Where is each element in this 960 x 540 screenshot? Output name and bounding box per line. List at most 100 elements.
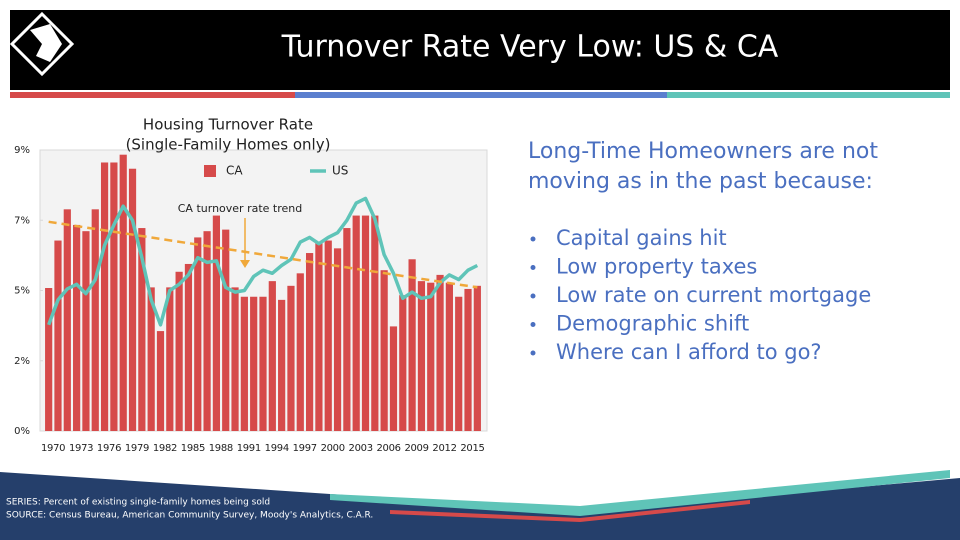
bar — [100, 162, 109, 431]
y-tick-label: 5% — [14, 286, 30, 297]
bar — [128, 168, 137, 431]
bar — [203, 231, 211, 431]
line — [47, 196, 479, 327]
bullet-dot — [530, 350, 536, 356]
heading: moving as in the past because: — [528, 169, 873, 194]
x-tick-label: 1985 — [181, 443, 205, 454]
footnote: SOURCE: Census Bureau, American Communit… — [6, 511, 373, 521]
bar — [436, 274, 444, 431]
header-bar — [10, 10, 950, 90]
bar — [63, 209, 71, 431]
bar — [473, 285, 481, 431]
bar — [240, 296, 248, 431]
heading: Long-Time Homeowners are not — [528, 139, 878, 164]
x-tick-label: 1979 — [125, 443, 149, 454]
footer-stripe — [390, 500, 750, 522]
bar — [54, 240, 62, 431]
x-tick-label: 1982 — [153, 443, 177, 454]
x-tick-label: 1997 — [293, 443, 317, 454]
bar — [119, 154, 127, 431]
bar — [455, 296, 463, 431]
bar — [389, 326, 398, 431]
bar — [371, 215, 379, 431]
x-tick-label: 2006 — [376, 443, 400, 454]
x-tick-label: 1976 — [97, 443, 121, 454]
y-tick-label: 2% — [14, 356, 30, 367]
bar — [315, 242, 323, 431]
bar — [324, 240, 332, 431]
bullet-dot — [530, 236, 536, 242]
bar — [45, 288, 53, 431]
bar — [138, 228, 146, 431]
bar — [268, 281, 276, 431]
x-tick-label: 1994 — [265, 443, 289, 454]
bullet-list: Capital gains hit Low property taxes Low r… — [530, 226, 871, 364]
bullet-dot — [530, 265, 536, 270]
bar — [184, 263, 193, 431]
bar — [361, 215, 370, 431]
bar — [175, 271, 183, 431]
bullet-dot — [530, 293, 536, 299]
legend-label: US — [332, 164, 348, 178]
y-tick-label: 0% — [14, 426, 30, 437]
bar — [166, 287, 174, 431]
x-tick-label: 1970 — [41, 443, 65, 454]
logo — [9, 11, 75, 77]
annotation: CA turnover rate trend — [178, 202, 302, 215]
bar — [296, 273, 304, 431]
bar — [222, 229, 230, 431]
bar — [305, 253, 314, 431]
bar — [147, 287, 155, 431]
bar — [91, 209, 99, 431]
x-tick-label: 1991 — [237, 443, 261, 454]
bar — [399, 295, 407, 431]
bar — [250, 296, 258, 431]
bar — [259, 296, 267, 431]
y-tick-label: 9% — [14, 145, 30, 156]
annotation-arrowhead — [240, 260, 250, 268]
trend-line — [48, 220, 478, 289]
stripe — [295, 92, 667, 98]
bar — [464, 288, 472, 431]
legend-swatch — [204, 165, 216, 177]
bar — [417, 281, 426, 431]
chart-title: Housing Turnover Rate — [143, 116, 313, 134]
bar — [110, 162, 118, 431]
x-tick-label: 1988 — [209, 443, 233, 454]
x-tick-label: 1973 — [69, 443, 93, 454]
footer-stripe — [330, 470, 950, 516]
bar — [380, 270, 388, 431]
slide-title: Turnover Rate Very Low: US & CA — [281, 30, 779, 65]
footnote: SERIES: Percent of existing single-famil… — [6, 498, 270, 508]
bar — [194, 237, 202, 431]
x-tick-label: 2015 — [460, 443, 484, 454]
bullet: Low rate on current mortgage — [556, 283, 871, 307]
bullet: Demographic shift — [556, 312, 749, 336]
x-tick-label: 2003 — [349, 443, 373, 454]
chart: Housing Turnover Rate (Single-Family Home… — [14, 116, 485, 455]
bullet-dot — [530, 322, 536, 327]
bar — [408, 259, 416, 431]
stripe — [667, 92, 950, 98]
x-tick-label: 2000 — [321, 443, 345, 454]
x-tick-label: 2009 — [404, 443, 428, 454]
bar — [231, 287, 239, 431]
bar — [445, 282, 453, 431]
bullet: Low property taxes — [556, 255, 757, 279]
y-tick-label: 7% — [14, 215, 30, 226]
bar — [73, 224, 81, 431]
bar — [287, 285, 295, 431]
bar — [156, 331, 165, 431]
bullet: Capital gains hit — [556, 226, 727, 250]
bar — [352, 215, 360, 431]
bar — [343, 228, 351, 431]
chart-subtitle: (Single-Family Homes only) — [126, 136, 331, 154]
bar — [278, 299, 286, 431]
bar — [427, 282, 435, 431]
bar — [82, 231, 90, 431]
legend-label: CA — [226, 164, 243, 178]
bullet: Where can I afford to go? — [556, 340, 822, 364]
stripe — [10, 92, 295, 98]
x-tick-label: 2012 — [432, 443, 456, 454]
